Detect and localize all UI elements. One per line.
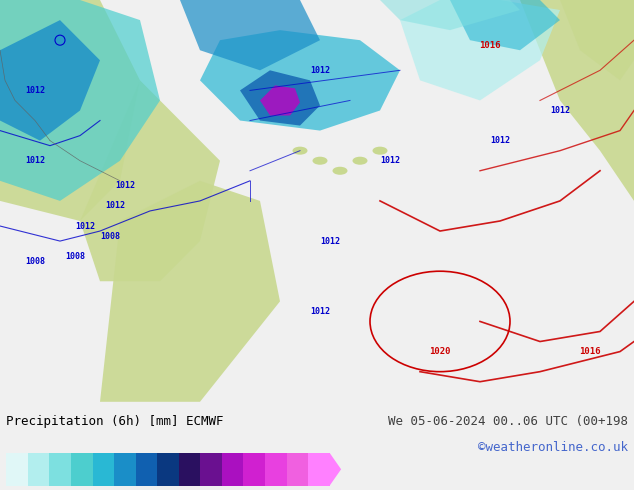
Text: 1012: 1012 bbox=[320, 237, 340, 245]
Bar bbox=[71, 453, 93, 486]
Bar bbox=[265, 453, 287, 486]
Text: 1012: 1012 bbox=[25, 156, 45, 165]
Polygon shape bbox=[80, 80, 220, 281]
Text: 1012: 1012 bbox=[310, 66, 330, 75]
Ellipse shape bbox=[313, 157, 328, 165]
Text: 1012: 1012 bbox=[115, 181, 135, 190]
Text: 1012: 1012 bbox=[380, 156, 400, 165]
Ellipse shape bbox=[353, 157, 368, 165]
Polygon shape bbox=[0, 0, 160, 201]
Text: 1012: 1012 bbox=[75, 221, 95, 230]
Text: 1008: 1008 bbox=[65, 252, 85, 261]
Polygon shape bbox=[240, 70, 320, 125]
Text: 1012: 1012 bbox=[550, 106, 570, 115]
Bar bbox=[49, 453, 71, 486]
Polygon shape bbox=[330, 453, 341, 486]
Bar bbox=[222, 453, 243, 486]
Text: Precipitation (6h) [mm] ECMWF: Precipitation (6h) [mm] ECMWF bbox=[6, 415, 224, 428]
Polygon shape bbox=[260, 85, 300, 116]
Ellipse shape bbox=[373, 147, 387, 155]
Text: 1012: 1012 bbox=[310, 307, 330, 316]
Bar bbox=[28, 453, 49, 486]
Bar bbox=[308, 453, 330, 486]
Polygon shape bbox=[100, 181, 280, 402]
Bar bbox=[114, 453, 136, 486]
Text: 1008: 1008 bbox=[25, 257, 45, 266]
Bar bbox=[157, 453, 179, 486]
Bar bbox=[200, 453, 222, 486]
Bar bbox=[243, 453, 265, 486]
Polygon shape bbox=[0, 0, 140, 221]
Polygon shape bbox=[0, 20, 100, 141]
Bar bbox=[287, 453, 308, 486]
Polygon shape bbox=[200, 30, 400, 131]
Bar bbox=[93, 453, 114, 486]
Polygon shape bbox=[520, 0, 634, 201]
Ellipse shape bbox=[292, 147, 307, 155]
Polygon shape bbox=[400, 0, 560, 100]
Polygon shape bbox=[560, 0, 634, 80]
Bar bbox=[6, 453, 28, 486]
Text: We 05-06-2024 00..06 UTC (00+198: We 05-06-2024 00..06 UTC (00+198 bbox=[387, 415, 628, 428]
Polygon shape bbox=[180, 0, 320, 70]
Text: 1012: 1012 bbox=[490, 136, 510, 145]
Bar bbox=[136, 453, 157, 486]
Polygon shape bbox=[450, 0, 560, 50]
Bar bbox=[179, 453, 200, 486]
Text: 1016: 1016 bbox=[479, 41, 501, 49]
Ellipse shape bbox=[332, 167, 347, 175]
Text: 1012: 1012 bbox=[25, 86, 45, 95]
Text: 1008: 1008 bbox=[100, 232, 120, 241]
Polygon shape bbox=[380, 0, 520, 30]
Text: ©weatheronline.co.uk: ©weatheronline.co.uk bbox=[477, 441, 628, 455]
Text: 1012: 1012 bbox=[105, 201, 125, 210]
Text: 1016: 1016 bbox=[579, 347, 601, 356]
Text: 1020: 1020 bbox=[429, 347, 451, 356]
